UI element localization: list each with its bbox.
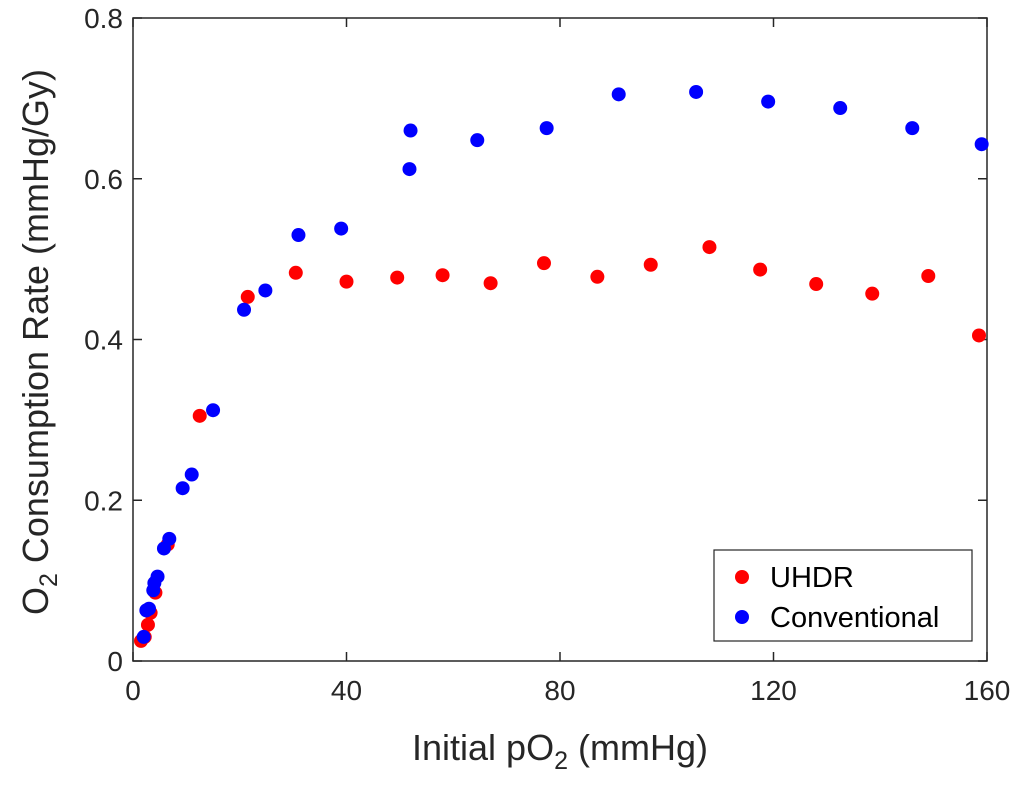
- y-tick-label: 0: [107, 646, 123, 677]
- point-conventional: [974, 137, 989, 152]
- legend-marker-conventional: [735, 610, 749, 624]
- x-tick-label: 160: [964, 675, 1011, 706]
- point-conventional: [136, 629, 151, 644]
- point-uhdr: [192, 408, 207, 423]
- legend-label-uhdr: UHDR: [770, 562, 854, 594]
- data-points: [134, 84, 989, 648]
- y-tick-label: 0.2: [84, 485, 123, 516]
- point-conventional: [470, 133, 485, 148]
- point-conventional: [539, 121, 554, 136]
- point-conventional: [833, 101, 848, 116]
- point-conventional: [206, 403, 221, 418]
- legend: UHDR Conventional: [713, 549, 973, 642]
- point-uhdr: [288, 265, 303, 280]
- point-uhdr: [971, 328, 986, 343]
- point-conventional: [611, 87, 626, 102]
- point-conventional: [761, 94, 776, 109]
- y-tick-label: 0.4: [84, 325, 123, 356]
- point-uhdr: [339, 274, 354, 289]
- point-conventional: [905, 121, 920, 136]
- point-conventional: [150, 569, 165, 584]
- point-conventional: [162, 531, 177, 546]
- x-tick-label: 120: [750, 675, 797, 706]
- point-conventional: [334, 221, 349, 236]
- x-axis-label: Initial pO2 (mmHg): [412, 727, 708, 775]
- point-uhdr: [865, 286, 880, 301]
- point-uhdr: [643, 257, 658, 272]
- point-conventional: [403, 123, 418, 138]
- point-uhdr: [435, 268, 450, 283]
- point-uhdr: [483, 276, 498, 291]
- point-uhdr: [753, 262, 768, 277]
- point-uhdr: [590, 269, 605, 284]
- point-uhdr: [809, 277, 824, 292]
- point-conventional: [184, 467, 199, 482]
- legend-box: [713, 549, 973, 642]
- x-tick-label: 80: [544, 675, 575, 706]
- y-tick-label: 0.6: [84, 164, 123, 195]
- y-axis-label: O2 Consumption Rate (mmHg/Gy): [15, 69, 63, 615]
- x-tick-label: 0: [125, 675, 141, 706]
- point-uhdr: [921, 269, 936, 284]
- point-uhdr: [536, 256, 551, 271]
- x-tick-label: 40: [331, 675, 362, 706]
- point-uhdr: [702, 240, 717, 255]
- point-conventional: [142, 601, 157, 616]
- point-conventional: [291, 228, 306, 243]
- legend-marker-uhdr: [735, 570, 749, 584]
- point-uhdr: [140, 617, 155, 632]
- point-conventional: [689, 84, 704, 99]
- point-conventional: [175, 481, 190, 496]
- point-uhdr: [390, 270, 405, 285]
- point-uhdr: [240, 289, 255, 304]
- legend-label-conventional: Conventional: [770, 602, 939, 634]
- point-conventional: [402, 162, 417, 177]
- point-conventional: [258, 283, 273, 298]
- point-conventional: [237, 302, 252, 317]
- y-tick-label: 0.8: [84, 3, 123, 34]
- ticks: 0 40 80 120 160 0 0.2 0.4 0.6 0.8: [84, 3, 1010, 706]
